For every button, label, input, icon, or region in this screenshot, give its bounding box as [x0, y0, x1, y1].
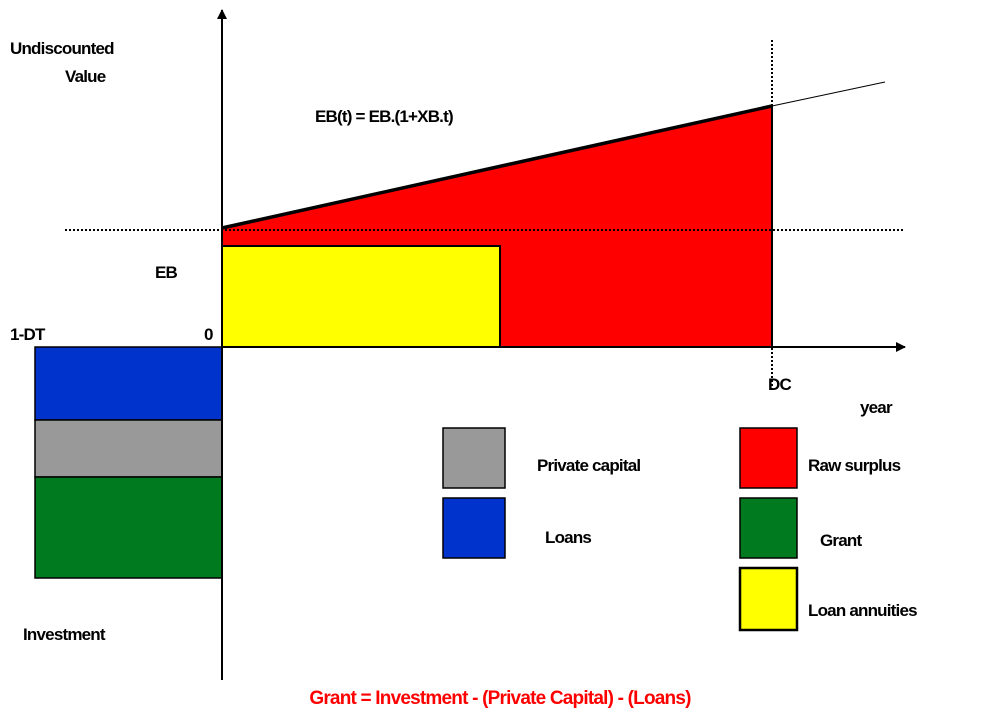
- legend-swatch: [739, 427, 798, 489]
- legend-swatch: [442, 427, 506, 489]
- equation: Grant = Investment - (Private Capital) -…: [309, 688, 691, 709]
- surplus-extension: [771, 81, 886, 107]
- y-label: Value: [65, 67, 106, 86]
- legend-swatch: [738, 566, 799, 632]
- legend-swatch: [739, 497, 798, 559]
- start-label: 1-DT: [10, 325, 46, 344]
- legend-label: Private capital: [537, 456, 640, 475]
- legend-label: Grant: [820, 531, 862, 550]
- investment-label: Investment: [23, 625, 106, 644]
- grant-block: [34, 476, 223, 579]
- y-label: Undiscounted: [10, 39, 114, 58]
- legend-label: Loans: [545, 528, 591, 547]
- eb-label: EB: [155, 263, 178, 282]
- end-label: DC: [768, 375, 791, 394]
- legend-label: Raw surplus: [808, 456, 901, 475]
- legend-label: Loan annuities: [808, 601, 917, 620]
- legend-swatch: [442, 497, 506, 559]
- formula: EB(t) = EB.(1+XB.t): [315, 107, 453, 126]
- private-capital-block: [34, 419, 223, 478]
- loans-block: [34, 346, 223, 421]
- x-label: year: [860, 398, 893, 417]
- surplus-line: [221, 104, 773, 230]
- loan-annuities-block: [221, 245, 501, 348]
- zero-label: 0: [204, 325, 213, 344]
